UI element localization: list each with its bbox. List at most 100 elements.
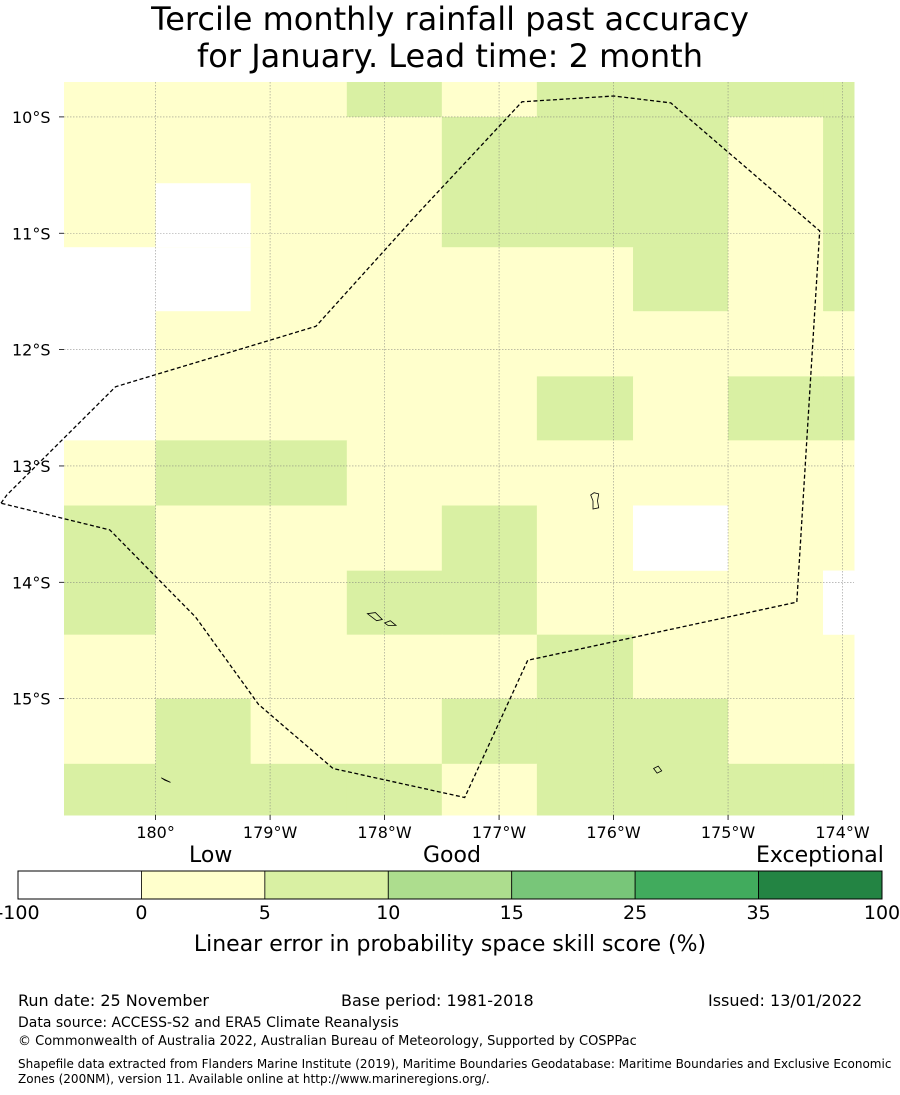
skill-cell bbox=[536, 116, 634, 184]
lat-tick-label: 11°S bbox=[12, 224, 51, 243]
skill-cell bbox=[250, 440, 348, 507]
skill-cell bbox=[441, 634, 538, 700]
skill-cell bbox=[64, 82, 157, 118]
skill-cell bbox=[250, 247, 348, 312]
skill-cell bbox=[155, 311, 252, 377]
skill-cell bbox=[536, 311, 634, 377]
skill-cell bbox=[823, 505, 855, 572]
skill-cell bbox=[823, 440, 855, 507]
skill-cell bbox=[633, 376, 729, 441]
skill-cell bbox=[441, 570, 538, 636]
skill-cell bbox=[823, 698, 855, 765]
skill-cell bbox=[441, 116, 538, 184]
skill-cell bbox=[346, 505, 443, 572]
skill-cell bbox=[346, 82, 443, 118]
skill-cell bbox=[633, 311, 729, 377]
skill-cell bbox=[64, 698, 157, 765]
skill-cell bbox=[633, 440, 729, 507]
skill-cell bbox=[346, 183, 443, 248]
skill-cell bbox=[441, 247, 538, 312]
skill-cell bbox=[64, 116, 157, 184]
colorbar-good-label: Good bbox=[423, 843, 481, 868]
skill-cell bbox=[536, 698, 634, 765]
missing-cell bbox=[633, 505, 729, 571]
lat-tick-label: 12°S bbox=[12, 341, 51, 360]
skill-cell bbox=[633, 183, 729, 248]
colorbar-tick-label: 0 bbox=[135, 902, 148, 924]
skill-cell bbox=[346, 698, 443, 765]
skill-cell bbox=[155, 440, 252, 507]
skill-cell bbox=[536, 82, 634, 118]
skill-cell bbox=[823, 116, 855, 184]
skill-cell bbox=[250, 634, 348, 700]
skill-cell bbox=[346, 634, 443, 700]
skill-cell bbox=[536, 183, 634, 248]
skill-cell bbox=[536, 505, 634, 572]
colorbar-swatch bbox=[634, 870, 759, 900]
skill-cell bbox=[633, 634, 729, 700]
map-title-line-1: Tercile monthly rainfall past accuracy bbox=[151, 0, 749, 38]
colorbar-tick-label: 10 bbox=[376, 902, 401, 924]
skill-cell bbox=[64, 634, 157, 700]
lon-tick-label: 180° bbox=[136, 823, 175, 842]
skill-cell bbox=[250, 82, 348, 118]
skill-cell bbox=[823, 311, 855, 377]
skill-cell bbox=[64, 376, 157, 441]
skill-cell bbox=[823, 183, 855, 248]
skill-cell bbox=[64, 247, 157, 312]
skill-cell bbox=[536, 634, 634, 700]
lon-tick-label: 174°W bbox=[815, 823, 870, 842]
lon-tick-label: 175°W bbox=[701, 823, 756, 842]
colorbar-swatch bbox=[141, 870, 266, 900]
skill-cell bbox=[155, 698, 252, 765]
skill-cell bbox=[823, 82, 855, 118]
colorbar-axis-label: Linear error in probability space skill … bbox=[193, 932, 707, 957]
skill-cell bbox=[441, 505, 538, 572]
skill-cell bbox=[728, 440, 824, 507]
skill-cell bbox=[155, 247, 252, 312]
lat-tick-label: 14°S bbox=[12, 573, 51, 592]
lon-tick-label: 178°W bbox=[357, 823, 412, 842]
map-title-line-2: for January. Lead time: 2 month bbox=[197, 37, 703, 75]
base-period: Base period: 1981-2018 bbox=[341, 991, 534, 1010]
copyright: © Commonwealth of Australia 2022, Austra… bbox=[18, 1034, 637, 1049]
colorbar-swatch bbox=[758, 870, 883, 900]
lon-tick-label: 179°W bbox=[243, 823, 298, 842]
colorbar-tick-label: 15 bbox=[499, 902, 524, 924]
island-outline bbox=[652, 765, 663, 774]
island-outline bbox=[383, 620, 398, 626]
colorbar-tick-label: -100 bbox=[0, 902, 40, 924]
skill-cell bbox=[441, 376, 538, 441]
shapefile-credit: Shapefile data extracted from Flanders M… bbox=[18, 1057, 892, 1086]
skill-cell bbox=[823, 247, 855, 312]
skill-cell bbox=[728, 570, 824, 636]
skill-cell bbox=[441, 763, 538, 816]
colorbar-low-label: Low bbox=[189, 843, 233, 868]
skill-cell bbox=[64, 311, 157, 377]
skill-cell bbox=[346, 116, 443, 184]
skill-cell bbox=[64, 570, 157, 636]
skill-cell bbox=[250, 183, 348, 248]
skill-cell bbox=[64, 183, 157, 248]
skill-cell bbox=[250, 311, 348, 377]
skill-cell bbox=[250, 376, 348, 441]
skill-cell bbox=[64, 505, 157, 572]
colorbar-exceptional-label: Exceptional bbox=[756, 843, 884, 868]
skill-cell bbox=[155, 763, 252, 816]
skill-cell bbox=[250, 116, 348, 184]
skill-cell bbox=[536, 247, 634, 312]
skill-cell bbox=[441, 82, 538, 118]
skill-cell bbox=[633, 116, 729, 184]
skill-cell bbox=[250, 763, 348, 816]
skill-cell bbox=[536, 376, 634, 441]
colorbar-tick-label: 25 bbox=[623, 902, 648, 924]
skill-cell bbox=[346, 440, 443, 507]
lon-tick-label: 177°W bbox=[472, 823, 527, 842]
skill-cell bbox=[536, 570, 634, 636]
lat-tick-label: 15°S bbox=[12, 690, 51, 709]
lat-tick-label: 13°S bbox=[12, 457, 51, 476]
skill-cell bbox=[633, 698, 729, 765]
colorbar-swatch bbox=[264, 870, 389, 900]
island-outline bbox=[161, 777, 171, 783]
